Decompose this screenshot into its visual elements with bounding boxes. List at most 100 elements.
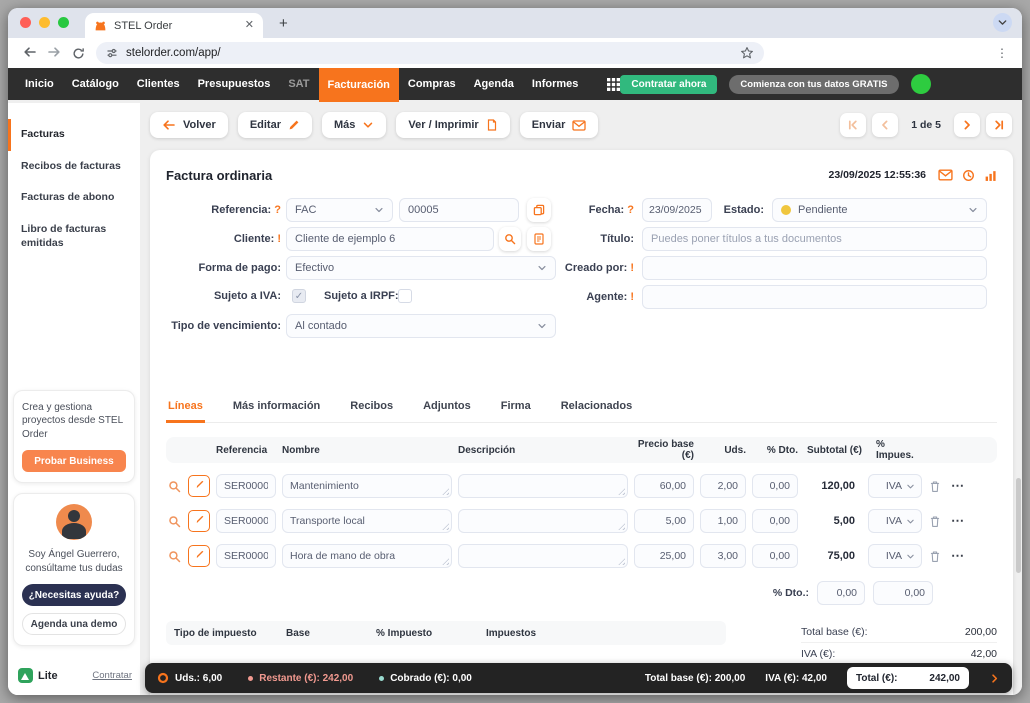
sujeto-iva-checkbox[interactable]: ✓ — [292, 289, 306, 303]
line-precio-input[interactable] — [634, 474, 694, 498]
sidebar-item-libro[interactable]: Libro de facturas emitidas — [21, 222, 107, 249]
nav-item-agenda[interactable]: Agenda — [473, 78, 514, 90]
line-referencia-input[interactable] — [216, 544, 276, 568]
scrollbar-thumb[interactable] — [1016, 478, 1021, 573]
last-page-button[interactable] — [986, 113, 1012, 137]
nav-item-compras[interactable]: Compras — [407, 78, 456, 90]
global-dto-importe-input[interactable] — [873, 581, 933, 605]
line-descripcion-input[interactable] — [459, 475, 627, 497]
more-options-icon[interactable]: ⋯ — [951, 478, 965, 493]
line-descripcion-input[interactable] — [459, 510, 627, 532]
line-uds-input[interactable] — [700, 544, 746, 568]
line-impuesto-select[interactable]: IVA — [868, 509, 922, 533]
line-uds-input[interactable] — [700, 509, 746, 533]
tab-adjuntos[interactable]: Adjuntos — [423, 400, 471, 412]
refresh-icon[interactable] — [66, 47, 90, 60]
user-avatar[interactable] — [910, 74, 931, 94]
tab-lineas[interactable]: Líneas — [166, 394, 205, 423]
nav-item-inicio[interactable]: Inicio — [25, 78, 54, 90]
agente-input[interactable] — [642, 285, 987, 309]
mas-button[interactable]: Más — [322, 112, 387, 138]
forward-icon[interactable] — [42, 46, 66, 61]
line-nombre-input[interactable] — [283, 475, 451, 497]
enviar-button[interactable]: Enviar — [519, 112, 599, 138]
vencimiento-select[interactable]: Al contado — [286, 314, 556, 338]
prev-page-button[interactable] — [872, 113, 899, 137]
stats-chart-icon[interactable] — [984, 169, 997, 182]
line-dto-input[interactable] — [752, 544, 798, 568]
apps-grid-icon[interactable] — [607, 78, 620, 91]
client-sheet-button[interactable] — [527, 227, 551, 251]
global-dto-pct-input[interactable] — [817, 581, 865, 605]
line-impuesto-select[interactable]: IVA — [868, 544, 922, 568]
more-options-icon[interactable]: ⋯ — [951, 548, 965, 563]
estado-select[interactable]: Pendiente — [772, 198, 987, 222]
back-icon[interactable] — [18, 46, 42, 61]
browser-menu-icon[interactable]: ⋮ — [996, 46, 1008, 60]
tab-relacionados[interactable]: Relacionados — [560, 400, 633, 412]
line-impuesto-select[interactable]: IVA — [868, 474, 922, 498]
trash-icon[interactable] — [928, 480, 942, 493]
nav-item-facturacion[interactable]: Facturación — [318, 68, 399, 102]
referencia-numero-input[interactable] — [399, 198, 519, 222]
line-referencia-input[interactable] — [216, 474, 276, 498]
line-descripcion-input[interactable] — [459, 545, 627, 567]
volver-button[interactable]: Volver — [150, 112, 228, 138]
agenda-demo-button[interactable]: Agenda una demo — [22, 613, 126, 635]
line-dto-input[interactable] — [752, 474, 798, 498]
open-product-icon[interactable] — [188, 475, 210, 497]
sidebar-item-facturas[interactable]: Facturas — [8, 119, 140, 151]
copy-button[interactable] — [527, 198, 551, 222]
nav-item-informes[interactable]: Informes — [531, 78, 579, 90]
open-product-icon[interactable] — [188, 510, 210, 532]
tab-search-chevron-icon[interactable] — [993, 13, 1012, 32]
more-options-icon[interactable]: ⋯ — [951, 513, 965, 528]
nav-item-sat[interactable]: SAT — [288, 78, 310, 90]
search-icon[interactable] — [166, 550, 182, 563]
search-icon[interactable] — [166, 480, 182, 493]
titulo-input[interactable] — [642, 227, 987, 251]
forma-pago-select[interactable]: Efectivo — [286, 256, 556, 280]
tab-recibos[interactable]: Recibos — [350, 400, 394, 412]
line-nombre-input[interactable] — [283, 545, 451, 567]
editar-button[interactable]: Editar — [237, 112, 312, 138]
site-settings-icon[interactable] — [106, 47, 118, 59]
first-page-button[interactable] — [840, 113, 867, 137]
tab-close-icon[interactable]: ✕ — [244, 19, 254, 31]
comienza-datos-button[interactable]: Comienza con tus datos GRATIS — [729, 74, 899, 94]
sidebar-item-abono[interactable]: Facturas de abono — [21, 191, 115, 204]
email-history-icon[interactable] — [938, 169, 953, 181]
search-client-button[interactable] — [499, 227, 521, 251]
line-precio-input[interactable] — [634, 509, 694, 533]
probar-business-button[interactable]: Probar Business — [22, 450, 126, 472]
line-dto-input[interactable] — [752, 509, 798, 533]
referencia-serie-select[interactable]: FAC — [286, 198, 393, 222]
ver-imprimir-button[interactable]: Ver / Imprimir — [396, 112, 510, 138]
browser-tab[interactable]: STEL Order ✕ — [85, 13, 263, 38]
search-icon[interactable] — [166, 515, 182, 528]
line-precio-input[interactable] — [634, 544, 694, 568]
sujeto-irpf-checkbox[interactable] — [398, 289, 412, 303]
trash-icon[interactable] — [928, 550, 942, 563]
line-uds-input[interactable] — [700, 474, 746, 498]
new-tab-button[interactable]: + — [279, 15, 288, 32]
nav-item-presupuestos[interactable]: Presupuestos — [197, 78, 271, 90]
nav-item-clientes[interactable]: Clientes — [136, 78, 180, 90]
contratar-link[interactable]: Contratar — [92, 670, 132, 681]
sidebar-item-recibos[interactable]: Recibos de facturas — [21, 159, 121, 172]
tab-mas-informacion[interactable]: Más información — [232, 400, 321, 412]
trash-icon[interactable] — [928, 515, 942, 528]
nav-item-catalogo[interactable]: Catálogo — [71, 78, 119, 90]
expand-bar-chevron-icon[interactable] — [989, 673, 1000, 684]
necesitas-ayuda-button[interactable]: ¿Necesitas ayuda? — [22, 584, 126, 606]
tab-firma[interactable]: Firma — [500, 400, 531, 412]
next-page-button[interactable] — [954, 113, 980, 137]
contratar-ahora-button[interactable]: Contratar ahora — [620, 74, 718, 94]
minimize-window-button[interactable] — [39, 17, 50, 28]
open-product-icon[interactable] — [188, 545, 210, 567]
fecha-input[interactable] — [642, 198, 712, 222]
close-window-button[interactable] — [20, 17, 31, 28]
address-bar[interactable]: stelorder.com/app/ — [96, 42, 764, 64]
bookmark-star-icon[interactable] — [740, 46, 754, 60]
maximize-window-button[interactable] — [58, 17, 69, 28]
